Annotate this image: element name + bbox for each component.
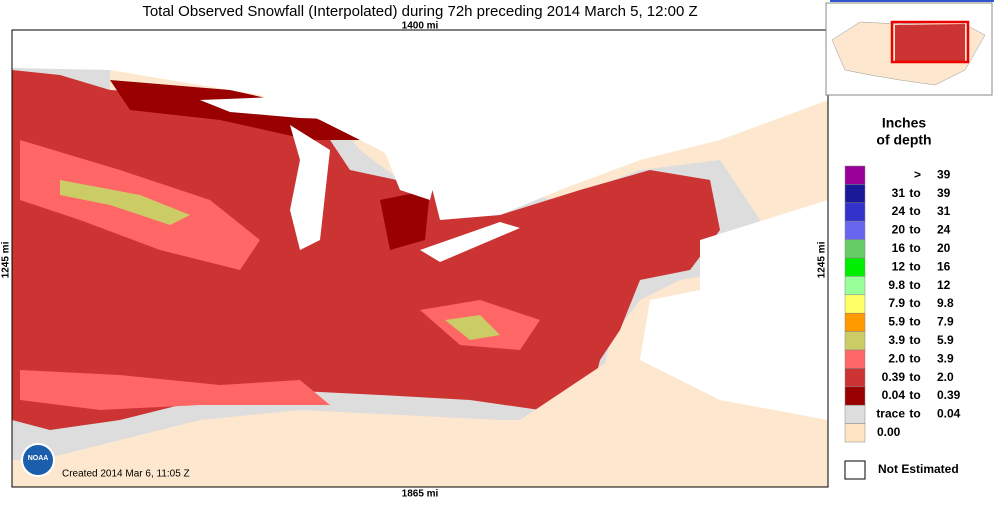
- legend-label: 31: [892, 186, 906, 200]
- map-border: [11, 29, 829, 488]
- legend-swatch: [844, 165, 866, 185]
- legend-swatch: [844, 184, 866, 204]
- legend-label: to: [909, 204, 920, 218]
- legend-label: trace: [876, 407, 905, 421]
- legend-label: 5.9: [937, 333, 954, 347]
- legend-label: 5.9: [888, 315, 905, 329]
- lake-michigan: [290, 125, 330, 250]
- legend-label: 3.9: [888, 333, 905, 347]
- legend-label: 7.9: [888, 296, 905, 310]
- legend-label: 9.8: [937, 296, 954, 310]
- scale-bottom: 1865 mi: [402, 489, 439, 500]
- legend-label: 0.39: [882, 370, 906, 384]
- legend-label: 12: [937, 278, 951, 292]
- legend-label: 20: [892, 223, 906, 237]
- legend-swatch: [844, 423, 866, 443]
- legend-label: to: [909, 351, 920, 365]
- legend-label: 2.0: [888, 351, 905, 365]
- legend-label: to: [909, 333, 920, 347]
- legend-label: to: [909, 315, 920, 329]
- canada-blank: [12, 30, 110, 70]
- legend-label: to: [909, 370, 920, 384]
- legend-swatch: [844, 294, 866, 314]
- snow-area: [12, 70, 720, 430]
- legend-label: to: [909, 186, 920, 200]
- legend-swatch: [844, 460, 866, 480]
- legend-swatch: [844, 202, 866, 222]
- legend-label: 7.9: [937, 315, 954, 329]
- legend-label: 24: [937, 223, 951, 237]
- inset-highlight: [890, 20, 970, 64]
- legend-label: 0.04: [937, 407, 961, 421]
- legend-swatch: [844, 257, 866, 277]
- legend-label: to: [909, 388, 920, 402]
- legend-label: 31: [937, 204, 951, 218]
- scale-right: 1245 mi: [817, 241, 828, 278]
- legend-swatch: [844, 312, 866, 332]
- scale-top: 1400 mi: [402, 21, 439, 32]
- legend-label: 2.0: [937, 370, 954, 384]
- legend-swatch: [844, 220, 866, 240]
- legend-label: 39: [937, 186, 951, 200]
- legend-swatch: [844, 276, 866, 296]
- title: Total Observed Snowfall (Interpolated) d…: [142, 3, 697, 20]
- lake-superior: [200, 95, 360, 120]
- lake-huron: [380, 140, 440, 200]
- map: [11, 29, 829, 488]
- snow-area-high: [20, 370, 330, 410]
- canada-blank: [110, 30, 828, 220]
- scale-left: 1245 mi: [1, 241, 12, 278]
- legend-swatch: [844, 239, 866, 259]
- legend-title: of depth: [876, 132, 931, 148]
- legend-label: 39: [937, 167, 951, 181]
- legend-label: 0.39: [937, 388, 961, 402]
- legend-label: 0.00: [877, 425, 901, 439]
- noaa-logo-text: NOAA: [28, 455, 49, 462]
- legend-swatch: [844, 349, 866, 369]
- legend-label: 12: [892, 259, 906, 273]
- legend-label: to: [909, 296, 920, 310]
- snow-area-peak: [445, 315, 500, 340]
- noaa-logo: [21, 443, 55, 477]
- legend-label: 20: [937, 241, 951, 255]
- legend-label: 16: [937, 259, 951, 273]
- created-note: Created 2014 Mar 6, 11:05 Z: [62, 469, 190, 480]
- legend-label: 3.9: [937, 351, 954, 365]
- legend-swatch: [844, 368, 866, 388]
- ocean: [640, 200, 828, 420]
- snow-area-low: [380, 190, 430, 250]
- legend-label: to: [909, 259, 920, 273]
- legend-label: >: [914, 167, 921, 181]
- lake-erie: [420, 222, 520, 262]
- legend-label: to: [909, 223, 920, 237]
- legend-label: 16: [892, 241, 906, 255]
- legend-label: to: [909, 278, 920, 292]
- legend-label: Not Estimated: [878, 462, 959, 476]
- inset-map: [825, 2, 993, 96]
- inset-snow: [895, 24, 965, 62]
- legend-label: 0.04: [882, 388, 906, 402]
- legend-swatch: [844, 331, 866, 351]
- snow-area-peak: [60, 180, 190, 225]
- legend-label: 24: [892, 204, 906, 218]
- legend-label: 9.8: [888, 278, 905, 292]
- legend-label: to: [909, 241, 920, 255]
- legend-swatch: [844, 404, 866, 424]
- legend-swatch: [844, 386, 866, 406]
- legend-label: to: [909, 407, 920, 421]
- legend-title: Inches: [882, 115, 927, 131]
